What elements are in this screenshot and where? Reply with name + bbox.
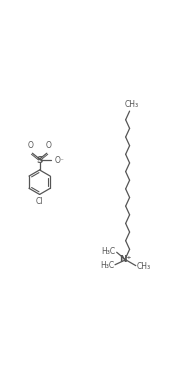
Text: CH₃: CH₃: [137, 262, 151, 271]
Text: CH₃: CH₃: [124, 100, 138, 109]
Text: O: O: [27, 141, 33, 150]
Text: O: O: [46, 141, 52, 150]
Text: O⁻: O⁻: [55, 156, 65, 164]
Text: N⁺: N⁺: [120, 255, 132, 264]
Text: S: S: [36, 156, 43, 164]
Text: H₃C: H₃C: [102, 247, 116, 256]
Text: Cl: Cl: [36, 196, 43, 206]
Text: H₃C: H₃C: [100, 261, 114, 270]
